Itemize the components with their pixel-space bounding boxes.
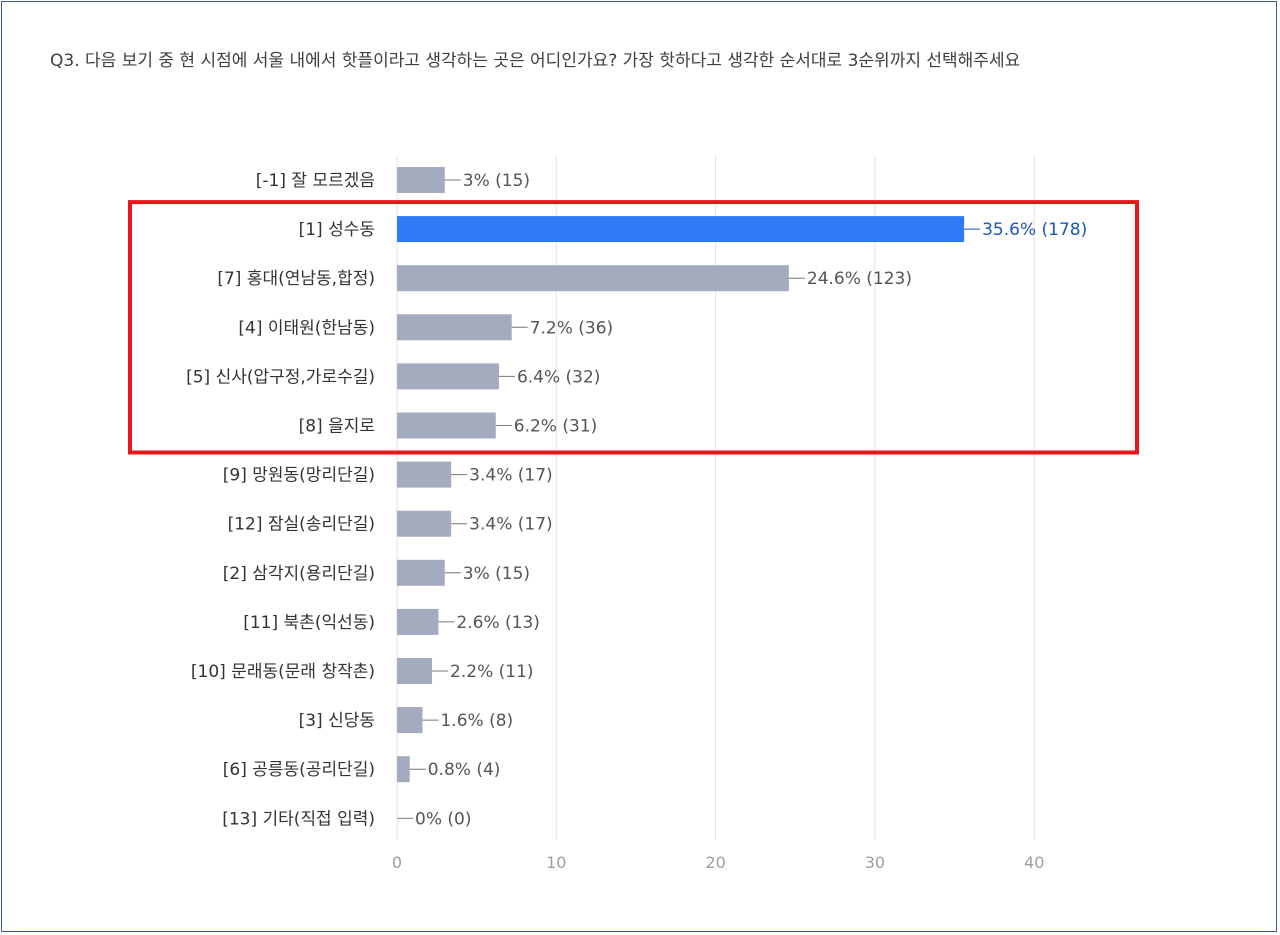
bar — [397, 314, 512, 341]
category-label: [1] 성수동 — [299, 220, 375, 240]
category-label: [-1] 잘 모르겠음 — [256, 171, 375, 191]
category-label: [5] 신사(압구정,가로수길) — [186, 367, 375, 387]
x-tick-label: 40 — [1024, 853, 1044, 872]
category-label: [9] 망원동(망리단길) — [223, 466, 375, 486]
value-label: 0.8% (4) — [428, 760, 501, 780]
bar — [397, 559, 445, 586]
value-label: 3.4% (17) — [469, 515, 553, 535]
category-label: [3] 신당동 — [299, 711, 375, 731]
value-label: 6.4% (32) — [517, 367, 601, 387]
bar — [397, 510, 452, 537]
labels: [-1] 잘 모르겠음 3% (15) [1] 성수동 35.6% (178) [7] … — [186, 171, 1087, 829]
bar — [397, 412, 496, 439]
bar — [397, 216, 965, 243]
bar — [397, 167, 445, 193]
value-label: 3.4% (17) — [469, 466, 553, 486]
bars — [397, 167, 965, 783]
value-label: 2.2% (11) — [450, 662, 534, 682]
x-tick-label: 0 — [392, 853, 402, 872]
value-label: 24.6% (123) — [807, 269, 912, 289]
bar — [397, 707, 423, 734]
value-label: 6.2% (31) — [514, 417, 598, 437]
bar — [397, 265, 789, 292]
category-label: [12] 잠실(송리단길) — [228, 515, 375, 535]
category-label: [4] 이태원(한남동) — [238, 318, 375, 338]
category-label: [13] 기타(직접 입력) — [222, 809, 375, 829]
grid-lines — [396, 155, 1035, 840]
value-label: 3% (15) — [463, 171, 530, 191]
x-axis-ticks: 0 10 20 30 40 — [392, 853, 1044, 872]
bar — [397, 608, 439, 635]
category-label: [7] 홍대(연남동,합정) — [217, 269, 375, 289]
x-tick-label: 30 — [865, 853, 885, 872]
value-label: 0% (0) — [415, 809, 471, 829]
bar — [397, 461, 452, 488]
value-label: 3% (15) — [463, 564, 530, 584]
bar — [397, 756, 410, 783]
question-title: Q3. 다음 보기 중 현 시점에 서울 내에서 핫플이라고 생각하는 곳은 어… — [50, 51, 1021, 71]
x-tick-label: 10 — [546, 853, 566, 872]
category-label: [11] 북촌(익선동) — [243, 613, 375, 633]
bar — [397, 658, 433, 684]
value-label: 35.6% (178) — [982, 220, 1087, 240]
x-tick-label: 20 — [705, 853, 725, 872]
category-label: [10] 문래동(문래 창작촌) — [191, 662, 375, 682]
value-label: 7.2% (36) — [530, 318, 614, 338]
value-label: 2.6% (13) — [456, 613, 539, 633]
category-label: [6] 공릉동(공리단길) — [223, 760, 375, 780]
value-label: 1.6% (8) — [440, 711, 513, 731]
category-label: [2] 삼각지(용리단길) — [223, 564, 375, 584]
category-label: [8] 을지로 — [299, 417, 375, 437]
bar — [397, 363, 499, 390]
highlight-box — [128, 200, 1139, 455]
